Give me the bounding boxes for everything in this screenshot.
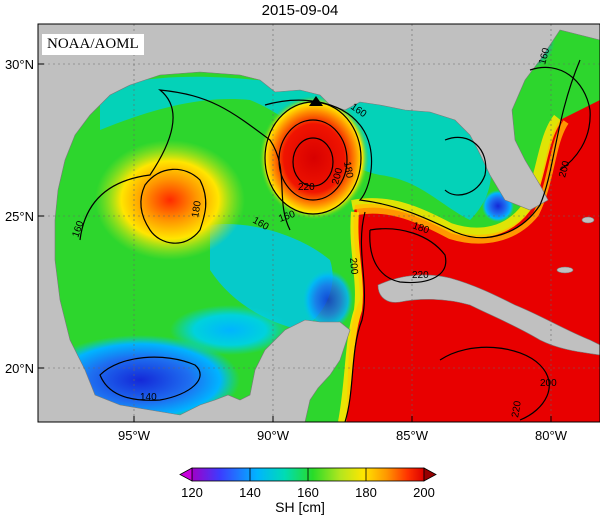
loop-current bbox=[345, 100, 600, 422]
colorbar-tick-label: 180 bbox=[355, 485, 377, 500]
colorbar-tick-label: 200 bbox=[413, 485, 435, 500]
contour-label: 220 bbox=[510, 400, 524, 419]
tick-marks bbox=[38, 63, 552, 422]
central-cyan bbox=[210, 224, 333, 330]
bahamas-island bbox=[581, 216, 595, 224]
plot-frame bbox=[37, 23, 600, 423]
contour-label: 220 bbox=[298, 182, 315, 193]
lon-tick-label: 80°W bbox=[535, 428, 568, 443]
central-blue-spot bbox=[303, 270, 353, 330]
campeche-cyan bbox=[170, 305, 290, 355]
contour-label: 200 bbox=[557, 159, 572, 178]
contour-line bbox=[278, 119, 348, 201]
lon-tick-label: 85°W bbox=[396, 428, 429, 443]
contour-label: 200 bbox=[347, 257, 359, 275]
lat-tick-label: 30°N bbox=[5, 57, 34, 72]
triangle-marker bbox=[309, 96, 323, 106]
cuba bbox=[377, 274, 600, 356]
contours bbox=[79, 59, 591, 422]
contour-line bbox=[292, 137, 334, 187]
contour-label: 200 bbox=[330, 166, 345, 185]
colorbar-title: SH [cm] bbox=[275, 499, 325, 515]
contour-line bbox=[344, 211, 366, 422]
colorbar-tick-label: 140 bbox=[239, 485, 261, 500]
north-america-land bbox=[38, 24, 600, 422]
credit-label: NOAA/AOML bbox=[42, 34, 144, 55]
western-warm-blob bbox=[95, 140, 245, 260]
contour-label: 160 bbox=[537, 46, 552, 65]
contour-line bbox=[369, 228, 447, 284]
land bbox=[38, 24, 600, 422]
colorbar-tick-label: 160 bbox=[297, 485, 319, 500]
loop-current-west-edge bbox=[338, 211, 363, 422]
warm-eddy bbox=[259, 96, 369, 220]
contour-label: 140 bbox=[140, 392, 157, 403]
contour-line bbox=[79, 89, 291, 241]
lon-tick-label: 90°W bbox=[257, 428, 290, 443]
graticule bbox=[38, 24, 600, 422]
lat-tick-label: 20°N bbox=[5, 361, 34, 376]
colorbar-min-arrow bbox=[179, 467, 193, 482]
contour-line bbox=[529, 66, 591, 171]
plot-area: 140 160 160 160 160 160 180 180 180 200 … bbox=[38, 24, 600, 422]
lon-tick-labels: 95°W 90°W 85°W 80°W bbox=[118, 428, 568, 443]
colorbar-tick-label: 120 bbox=[181, 485, 203, 500]
contour-label: 200 bbox=[540, 378, 557, 389]
lat-tick-label: 25°N bbox=[5, 209, 34, 224]
contour-line bbox=[444, 136, 487, 196]
northern-shelf bbox=[100, 76, 491, 220]
colorbar-max-arrow bbox=[423, 467, 437, 482]
loop-current-edge bbox=[351, 114, 563, 238]
contour-line bbox=[439, 346, 550, 421]
colorbar: 120 140 160 180 200 bbox=[179, 467, 437, 500]
lon-tick-label: 95°W bbox=[118, 428, 151, 443]
page-title: 2015-09-04 bbox=[261, 2, 339, 19]
florida-keys-island bbox=[556, 266, 574, 274]
contour-line bbox=[140, 168, 207, 244]
lat-tick-labels: 30°N 25°N 20°N bbox=[5, 57, 34, 376]
contour-label: 180 bbox=[190, 200, 204, 219]
contour-line bbox=[99, 356, 201, 401]
contour-line bbox=[264, 59, 581, 239]
contour-label: 180 bbox=[341, 161, 355, 180]
contour-label: 220 bbox=[412, 270, 429, 281]
